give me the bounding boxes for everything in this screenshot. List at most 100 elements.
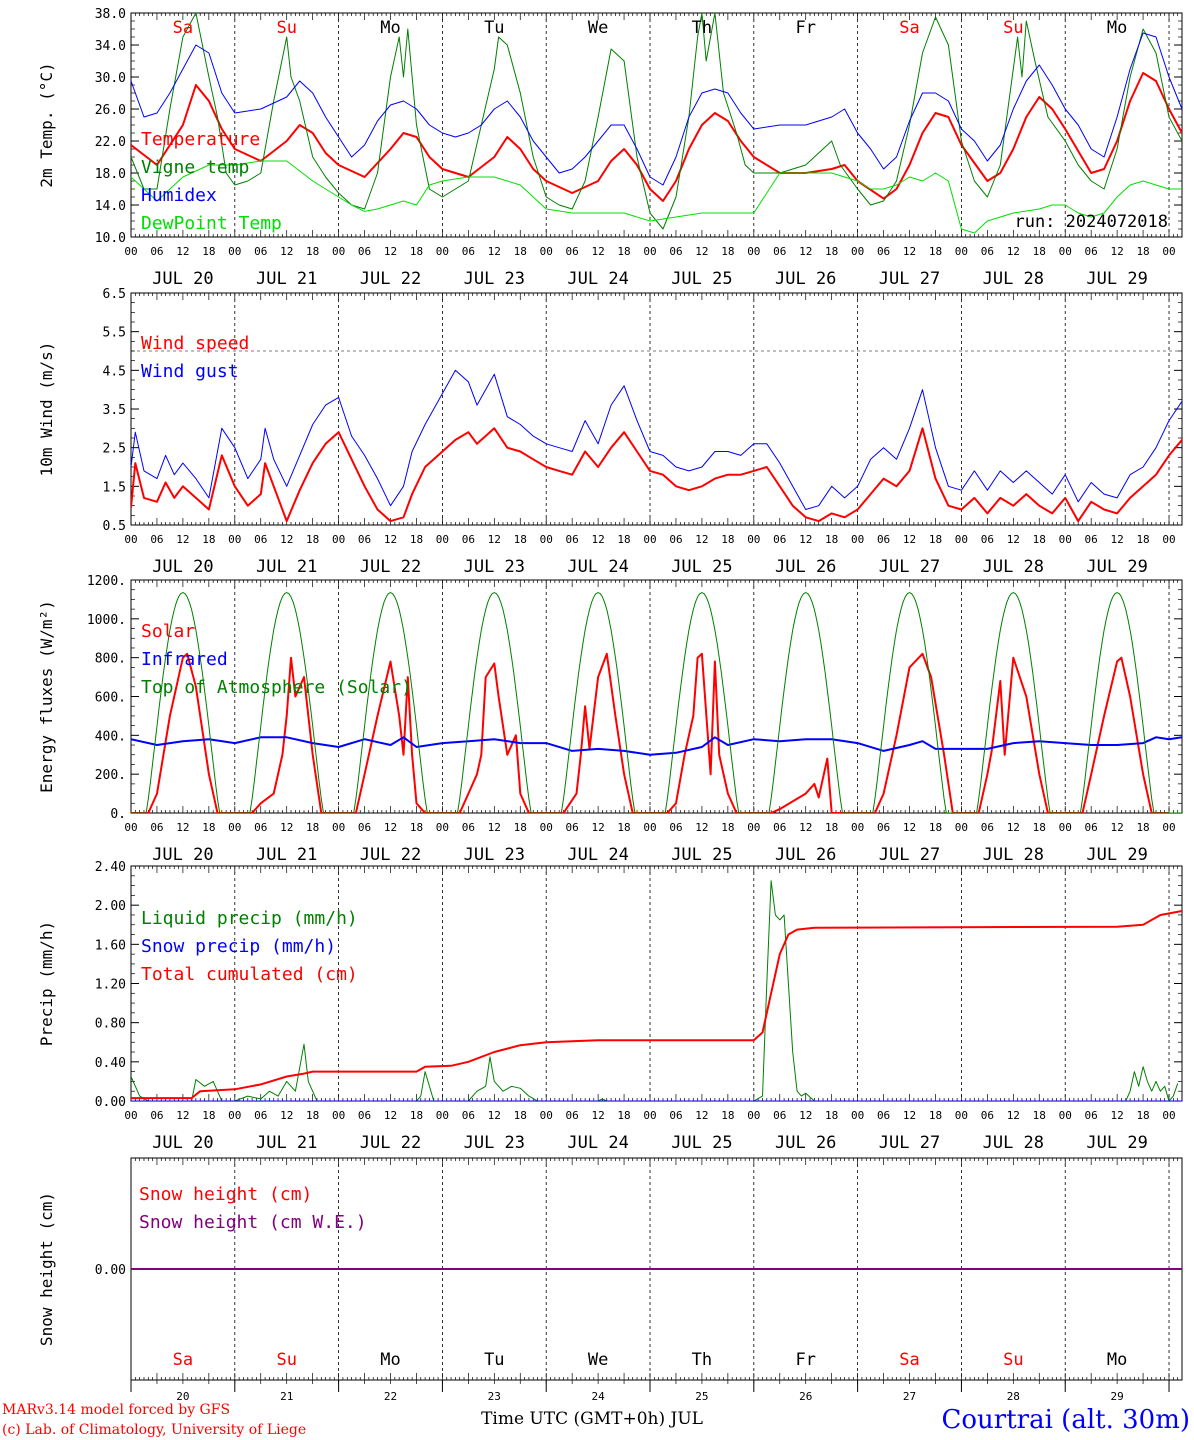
y-tick-label: 6.5 [103,287,126,302]
y-tick-label: 3.5 [103,403,126,418]
hour-tick-label: 18 [1136,1109,1149,1122]
hour-tick-label: 00 [851,533,864,546]
legend-entry: Temperature [141,129,260,150]
hour-tick-label: 12 [695,821,708,834]
hour-tick-label: 06 [462,1109,475,1122]
y-tick-label: 1000. [87,613,126,628]
x-axis-title: Time UTC (GMT+0h) JUL [481,1409,703,1429]
series-line-vigne-temp [131,13,1182,230]
hour-tick-label: 06 [254,821,267,834]
hour-tick-label: 18 [721,821,734,834]
hour-tick-label: 18 [929,533,942,546]
series-line-wind-speed [131,427,1182,523]
series-line-top-of-atmosphere-solar- [131,592,1182,813]
hour-tick-label: 12 [1110,245,1123,258]
hour-tick-label: 06 [773,1109,786,1122]
hour-tick-label: 18 [306,1109,319,1122]
legend-entry: DewPoint Temp [141,213,282,234]
weekday-label: Fr [795,1350,815,1370]
legend-entry: Wind speed [141,333,249,354]
day-number: 21 [280,1390,293,1403]
hour-tick-label: 00 [747,533,760,546]
hour-tick-label: 00 [1162,245,1175,258]
hour-tick-label: 00 [124,1109,137,1122]
y-tick-label: 0.40 [95,1056,126,1071]
date-label: JUL 25 [671,269,732,289]
hour-tick-label: 06 [1085,245,1098,258]
hour-tick-label: 06 [773,821,786,834]
hour-tick-label: 00 [1162,533,1175,546]
hour-tick-label: 18 [929,245,942,258]
y-tick-label: 400. [95,729,126,744]
series-line-infrared [131,736,1182,756]
day-number: 24 [591,1390,605,1403]
weekday-label: Mo [380,1350,400,1370]
hour-tick-label: 18 [202,245,215,258]
hour-tick-label: 12 [591,1109,604,1122]
hour-tick-label: 06 [150,1109,163,1122]
hour-tick-label: 06 [669,1109,682,1122]
hour-tick-label: 18 [721,1109,734,1122]
weekday-label: We [588,18,608,38]
y-tick-label: 0.80 [95,1017,126,1032]
hour-tick-label: 12 [1110,533,1123,546]
y-tick-label: 22.0 [95,135,126,150]
legend-entry: Total cumulated (cm) [141,964,358,985]
date-label: JUL 23 [464,845,525,865]
hour-tick-label: 18 [1033,533,1046,546]
hour-tick-label: 00 [747,245,760,258]
date-label: JUL 21 [256,1133,317,1153]
legend-entry: Solar [141,621,195,642]
hour-tick-label: 18 [514,533,527,546]
hour-tick-label: 12 [903,245,916,258]
date-label: JUL 29 [1086,1133,1147,1153]
y-tick-label: 26.0 [95,103,126,118]
weekday-label: Th [692,18,712,38]
hour-tick-label: 06 [981,245,994,258]
series-line-humidex [131,32,1182,186]
hour-tick-label: 06 [150,821,163,834]
hour-tick-label: 06 [773,533,786,546]
hour-tick-label: 00 [540,1109,553,1122]
y-tick-label: 200. [95,768,126,783]
hour-tick-label: 12 [488,1109,501,1122]
hour-tick-label: 00 [436,821,449,834]
legend-entry: Wind gust [141,361,239,382]
weekday-label: Sa [173,18,193,38]
hour-tick-label: 12 [903,1109,916,1122]
hour-tick-label: 00 [540,245,553,258]
hour-tick-label: 06 [358,821,371,834]
date-label: JUL 21 [256,557,317,577]
y-tick-label: 2.5 [103,442,126,457]
hour-tick-label: 12 [1007,1109,1020,1122]
hour-tick-label: 06 [877,821,890,834]
hour-tick-label: 00 [747,821,760,834]
hour-tick-label: 06 [150,245,163,258]
legend-entry: Top of Atmosphere (Solar) [141,677,412,698]
hour-tick-label: 18 [825,821,838,834]
hour-tick-label: 06 [981,533,994,546]
hour-tick-label: 00 [124,245,137,258]
day-number: 29 [1110,1390,1123,1403]
y-tick-label: 0.5 [103,519,126,534]
y-axis-label: Precip (mm/h) [37,921,56,1046]
hour-tick-label: 00 [436,533,449,546]
date-label: JUL 26 [775,1133,836,1153]
weekday-label: Mo [380,18,400,38]
hour-tick-label: 06 [358,245,371,258]
date-label: JUL 22 [360,1133,421,1153]
hour-tick-label: 12 [488,245,501,258]
y-tick-label: 4.5 [103,364,126,379]
y-tick-label: 2.00 [95,899,126,914]
date-label: JUL 24 [567,845,628,865]
date-label: JUL 21 [256,269,317,289]
hour-tick-label: 06 [254,245,267,258]
legend-entry: Vigne temp [141,157,249,178]
weekday-label: Su [276,18,296,38]
date-label: JUL 29 [1086,269,1147,289]
hour-tick-label: 12 [176,821,189,834]
date-label: JUL 27 [879,269,940,289]
y-tick-label: 600. [95,691,126,706]
date-label: JUL 29 [1086,845,1147,865]
